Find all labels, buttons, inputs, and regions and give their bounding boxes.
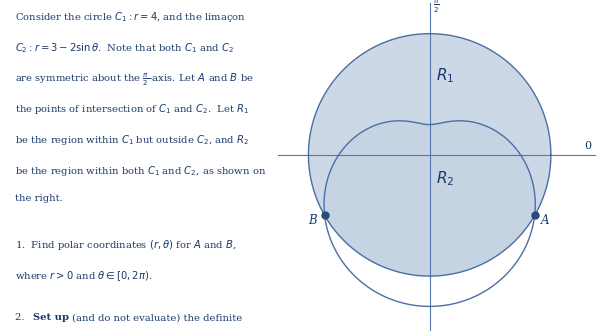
Polygon shape [324,121,535,276]
Text: 0: 0 [584,141,591,151]
Text: $C_2 : r = 3 - 2\sin\theta$.  Note that both $C_1$ and $C_2$: $C_2 : r = 3 - 2\sin\theta$. Note that b… [14,41,234,54]
Text: are symmetric about the $\frac{\pi}{2}$-axis. Let $A$ and $B$ be: are symmetric about the $\frac{\pi}{2}$-… [14,71,254,89]
Text: 1.  Find polar coordinates $(r, \theta)$ for $A$ and $B$,: 1. Find polar coordinates $(r, \theta)$ … [14,238,236,253]
Text: where $r > 0$ and $\theta \in [0, 2\pi)$.: where $r > 0$ and $\theta \in [0, 2\pi)$… [14,269,152,283]
Text: 2.: 2. [14,313,31,322]
Polygon shape [308,34,551,215]
Text: (and do not evaluate) the definite: (and do not evaluate) the definite [69,313,242,322]
Text: A: A [542,214,550,227]
Text: B: B [308,214,317,227]
Text: be the region within both $C_1$ and $C_2$, as shown on: be the region within both $C_1$ and $C_2… [14,164,266,178]
Text: be the region within $C_1$ but outside $C_2$, and $R_2$: be the region within $C_1$ but outside $… [14,133,249,147]
Text: $\frac{\pi}{2}$: $\frac{\pi}{2}$ [433,0,440,15]
Text: $R_1$: $R_1$ [436,67,454,86]
Text: $R_2$: $R_2$ [436,170,454,188]
Text: Set up: Set up [33,313,69,322]
Text: Consider the circle $C_1 : r = 4$, and the limaçon: Consider the circle $C_1 : r = 4$, and t… [14,10,246,24]
Text: the points of intersection of $C_1$ and $C_2$.  Let $R_1$: the points of intersection of $C_1$ and … [14,102,249,116]
Text: the right.: the right. [14,194,63,203]
